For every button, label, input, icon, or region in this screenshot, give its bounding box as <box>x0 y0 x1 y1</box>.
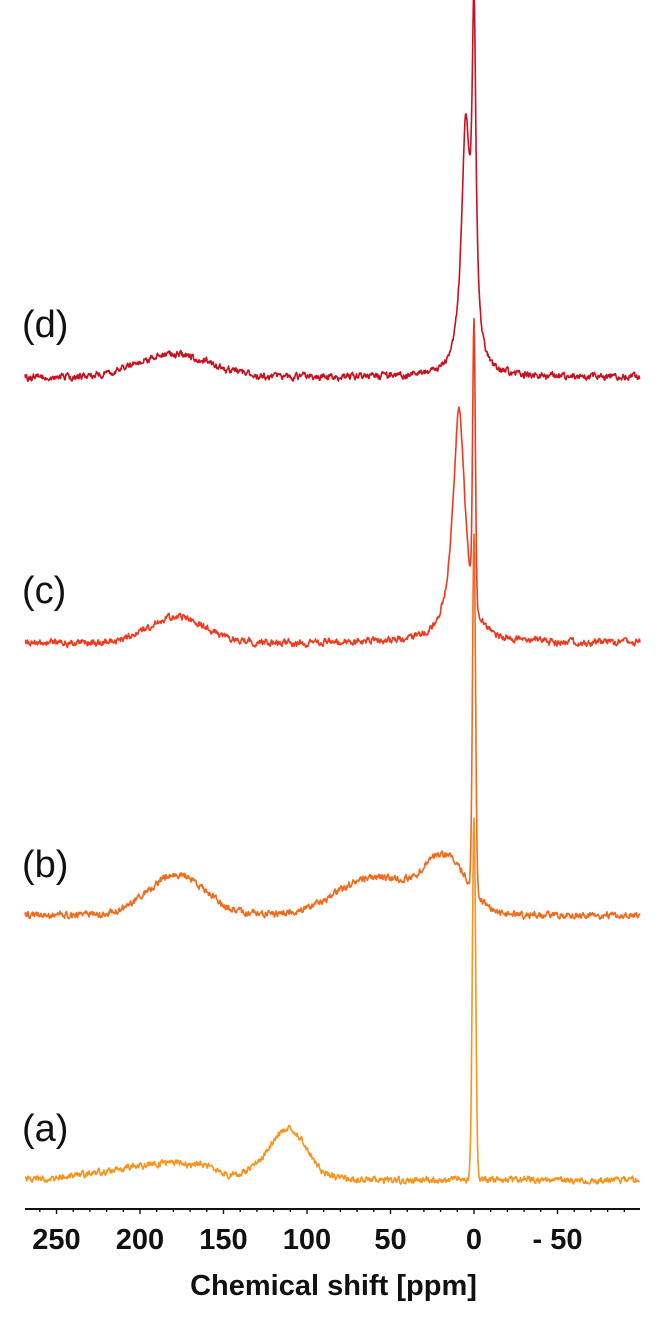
spectrum-trace-b <box>24 533 641 921</box>
x-tick-label: 50 <box>374 1224 407 1256</box>
trace-label-c: (c) <box>22 570 67 612</box>
spectrum-trace-c <box>24 317 641 649</box>
trace-label-d: (d) <box>22 304 69 346</box>
x-axis-title: Chemical shift [ppm] <box>190 1270 477 1302</box>
x-tick-label: 100 <box>282 1224 332 1256</box>
x-tick-label: 200 <box>115 1224 165 1256</box>
x-tick-label: 0 <box>465 1224 483 1256</box>
spectra-traces <box>24 0 641 1185</box>
x-tick-label: 250 <box>32 1224 81 1256</box>
spectrum-trace-a <box>24 817 641 1185</box>
x-tick-label: 150 <box>199 1224 248 1256</box>
x-tick-label: - 50 <box>532 1224 583 1256</box>
trace-label-b: (b) <box>22 844 69 886</box>
spectrum-trace-d <box>24 0 641 382</box>
x-axis <box>25 1208 640 1214</box>
trace-label-a: (a) <box>22 1108 69 1150</box>
